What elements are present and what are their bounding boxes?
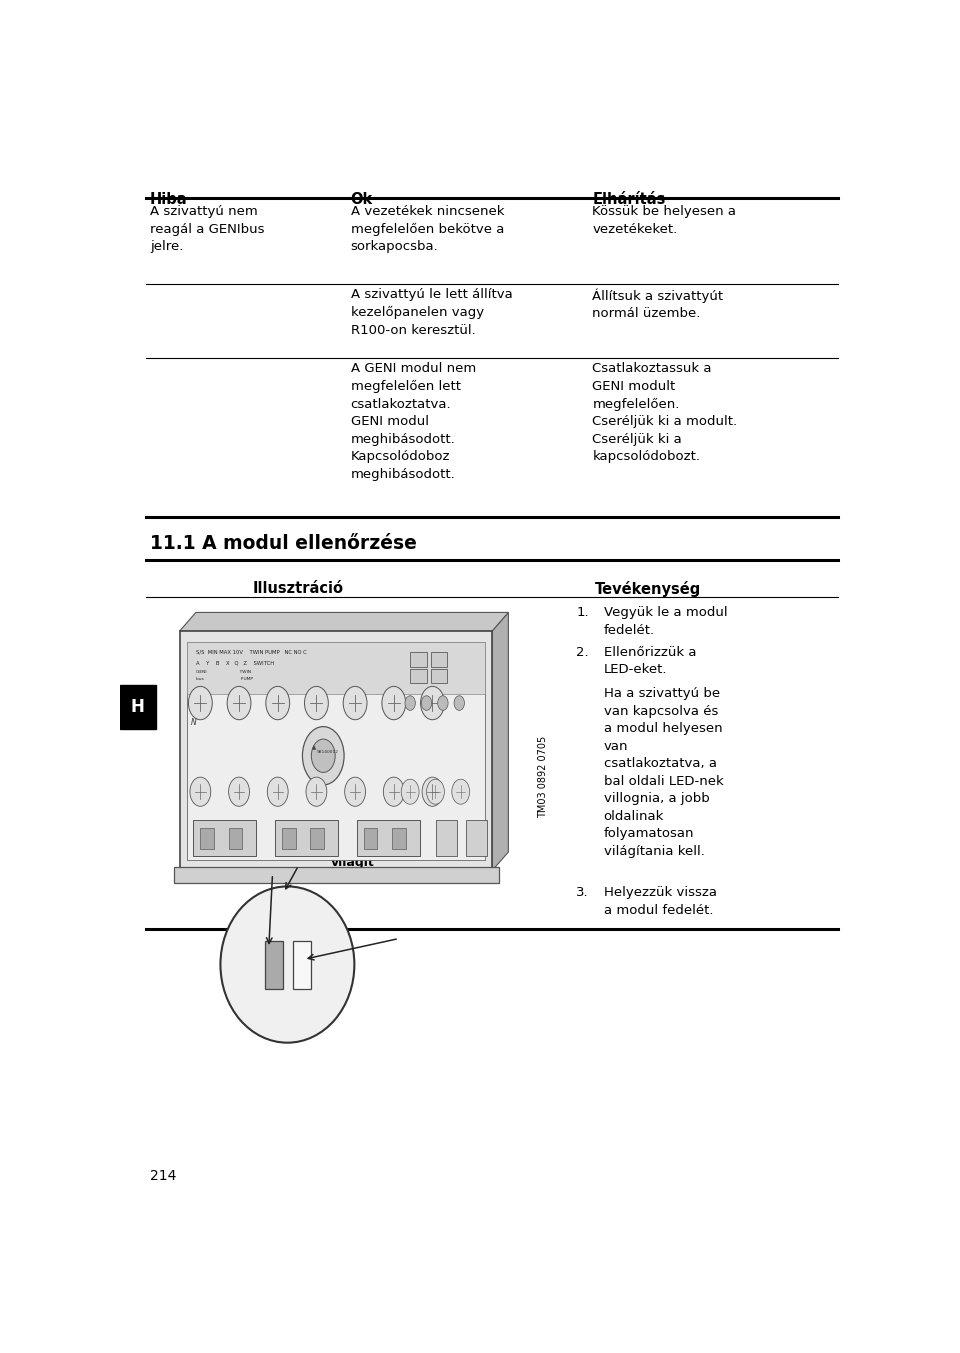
Circle shape	[438, 695, 448, 710]
Text: Elhárítás: Elhárítás	[592, 192, 666, 207]
Text: A GENI modul nem
megfelelően lett
csatlakoztatva.
GENI modul
meghibásodott.
Kapc: A GENI modul nem megfelelően lett csatla…	[350, 363, 476, 480]
Circle shape	[228, 686, 251, 720]
Circle shape	[266, 686, 290, 720]
Text: Illusztráció: Illusztráció	[253, 582, 344, 597]
Circle shape	[311, 739, 335, 773]
Circle shape	[382, 686, 406, 720]
Bar	[431, 668, 447, 683]
Circle shape	[383, 777, 404, 806]
Bar	[393, 828, 406, 848]
Circle shape	[344, 686, 367, 720]
Text: Tevékenység: Tevékenység	[595, 582, 702, 597]
Circle shape	[421, 695, 432, 710]
Circle shape	[401, 779, 420, 804]
Text: Ha a szivattyú be
van kapcsolva és
a modul helyesen
van
csatlakoztatva, a
bal ol: Ha a szivattyú be van kapcsolva és a mod…	[604, 687, 723, 858]
Text: Ok: Ok	[350, 192, 372, 207]
Circle shape	[426, 779, 444, 804]
Bar	[466, 820, 487, 856]
Text: A    Y    B    X   Q   Z    SWITCH: A Y B X Q Z SWITCH	[196, 660, 274, 666]
Text: TM03 0892 0705: TM03 0892 0705	[538, 736, 547, 819]
Text: N: N	[191, 717, 197, 727]
Circle shape	[267, 777, 288, 806]
Text: bus                           PUMP: bus PUMP	[196, 676, 252, 681]
Text: 98140012: 98140012	[317, 750, 339, 754]
Circle shape	[405, 695, 416, 710]
Text: 11.1 A modul ellenőrzése: 11.1 A modul ellenőrzése	[150, 534, 417, 553]
Circle shape	[422, 777, 443, 806]
Bar	[436, 820, 457, 856]
Text: 214: 214	[150, 1169, 176, 1184]
Bar	[410, 652, 426, 667]
Bar	[201, 828, 214, 848]
Bar	[310, 828, 324, 848]
Ellipse shape	[221, 886, 354, 1043]
Bar	[193, 820, 256, 856]
Text: A szivattyú nem
reagál a GENIbus
jelre.: A szivattyú nem reagál a GENIbus jelre.	[150, 206, 264, 253]
Circle shape	[420, 686, 444, 720]
Text: Ellenőrizzük a
LED-eket.: Ellenőrizzük a LED-eket.	[604, 645, 696, 676]
Text: Folyamatosan
világít: Folyamatosan világít	[330, 840, 428, 869]
Text: S/S  MIN MAX 10V    TWIN PUMP   NC NO C: S/S MIN MAX 10V TWIN PUMP NC NO C	[196, 649, 306, 655]
Bar	[294, 940, 311, 989]
Circle shape	[452, 779, 469, 804]
Bar	[265, 940, 283, 989]
Circle shape	[454, 695, 465, 710]
Text: Állítsuk a szivattyút
normál üzembe.: Állítsuk a szivattyút normál üzembe.	[592, 288, 724, 321]
Bar	[282, 828, 296, 848]
Bar	[431, 652, 447, 667]
Text: Csatlakoztassuk a
GENI modult
megfelelően.
Cseréljük ki a modult.
Cseréljük ki a: Csatlakoztassuk a GENI modult megfelelőe…	[592, 363, 737, 463]
Text: Vegyük le a modul
fedelét.: Vegyük le a modul fedelét.	[604, 606, 728, 637]
Text: Helyezzük vissza
a modul fedelét.: Helyezzük vissza a modul fedelét.	[604, 886, 716, 917]
Circle shape	[302, 727, 344, 785]
Polygon shape	[492, 613, 509, 871]
Circle shape	[304, 686, 328, 720]
Text: GENI                        TWIN: GENI TWIN	[196, 670, 251, 674]
Polygon shape	[180, 613, 509, 630]
Bar	[187, 641, 485, 694]
Bar	[120, 686, 156, 729]
Text: Hiba: Hiba	[150, 192, 187, 207]
Bar	[187, 641, 485, 861]
Text: A szivattyú le lett állítva
kezelőpanelen vagy
R100-on keresztül.: A szivattyú le lett állítva kezelőpanele…	[350, 288, 513, 337]
Circle shape	[345, 777, 366, 806]
Text: Kössük be helyesen a
vezetékeket.: Kössük be helyesen a vezetékeket.	[592, 206, 736, 235]
Circle shape	[190, 777, 211, 806]
Circle shape	[228, 777, 250, 806]
Text: Villog: Villog	[230, 812, 265, 825]
Bar	[180, 630, 492, 871]
Bar	[410, 668, 426, 683]
Text: 3.: 3.	[576, 886, 588, 900]
Text: H: H	[131, 698, 145, 716]
Circle shape	[188, 686, 212, 720]
Text: 1.: 1.	[576, 606, 588, 620]
Text: 2.: 2.	[576, 645, 588, 659]
Bar	[364, 828, 377, 848]
Circle shape	[306, 777, 326, 806]
Text: A vezetékek nincsenek
megfelelően bekötve a
sorkapocsba.: A vezetékek nincsenek megfelelően bekötv…	[350, 206, 504, 253]
Bar	[356, 820, 420, 856]
Text: ▲: ▲	[312, 746, 317, 750]
Bar	[228, 828, 242, 848]
Bar	[275, 820, 338, 856]
Bar	[174, 867, 499, 884]
